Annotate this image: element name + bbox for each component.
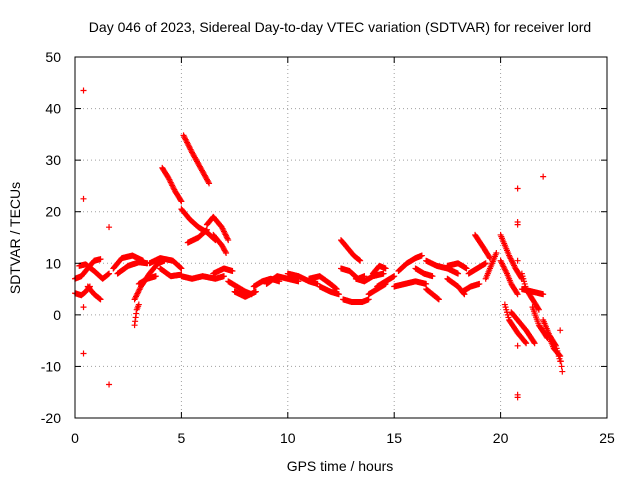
data-point [522,339,529,346]
data-point [382,265,389,272]
data-point [493,249,500,256]
data-point [135,301,142,308]
data-point [295,278,302,285]
data-point [530,339,537,346]
data-point [514,291,521,298]
y-tick-label: 20 [45,204,61,220]
x-axis-label: GPS time / hours [287,458,394,474]
data-point [152,273,159,280]
chart-title: Day 046 of 2023, Sidereal Day-to-day VTE… [89,19,591,35]
y-tick-label: 10 [45,255,61,271]
data-point [556,352,563,359]
data-point [476,280,483,287]
data-point [463,265,470,272]
data-point [178,198,185,205]
data-point [203,226,210,233]
plot-frame [74,56,608,419]
data-point [514,221,521,228]
axis-ticks [74,56,608,419]
data-point [106,270,113,277]
data-point [220,273,227,280]
x-tick-label: 5 [178,430,186,446]
data-point [558,363,565,370]
y-tick-label: 0 [53,307,61,323]
y-tick-label: 40 [45,101,61,117]
y-tick-label: 50 [45,49,61,65]
data-point [380,270,387,277]
data-point [429,273,436,280]
data-point [557,358,564,365]
data-point [540,291,547,298]
y-tick-label: -10 [41,358,61,374]
data-point [80,350,87,357]
data-point [391,273,398,280]
data-point [455,270,462,277]
x-tick-label: 15 [386,430,402,446]
data-point [80,304,87,311]
data-point [540,173,547,180]
data-points [72,87,566,401]
data-point [178,265,185,272]
data-point [106,381,113,388]
data-point [203,227,210,234]
data-point [225,237,232,244]
data-point [435,296,442,303]
data-point [514,391,521,398]
x-tick-label: 20 [493,430,509,446]
data-point [252,288,259,295]
data-point [205,179,212,186]
data-point [518,273,525,280]
data-point [222,248,229,255]
data-point [229,268,236,275]
data-point [557,353,564,360]
data-point [106,224,113,231]
data-point [557,327,564,334]
data-point [361,273,368,280]
y-tick-labels: -20 -10 0 10 20 30 40 50 [41,49,61,426]
data-point [531,340,538,347]
data-point [482,260,489,267]
data-point [523,340,530,347]
data-point [223,249,230,256]
y-tick-label: 30 [45,152,61,168]
data-point [418,252,425,259]
x-tick-label: 25 [599,430,615,446]
data-point [177,197,184,204]
data-point [177,264,184,271]
data-point [513,290,520,297]
x-tick-labels: 0 5 10 15 20 25 [71,430,615,446]
data-point [535,306,542,313]
data-point [206,180,213,187]
x-tick-label: 0 [71,430,79,446]
data-point [514,257,521,264]
data-point [514,342,521,349]
data-point [80,195,87,202]
data-point [423,280,430,287]
data-point [559,368,566,375]
data-point [486,253,493,260]
data-point [80,87,87,94]
data-point [514,185,521,192]
y-tick-label: -20 [41,410,61,426]
x-tick-label: 10 [280,430,296,446]
y-axis-label: SDTVAR / TECUs [7,182,23,294]
data-point [97,296,104,303]
data-point [335,291,342,298]
data-point [365,296,372,303]
data-point [357,257,364,264]
data-point [97,256,104,263]
